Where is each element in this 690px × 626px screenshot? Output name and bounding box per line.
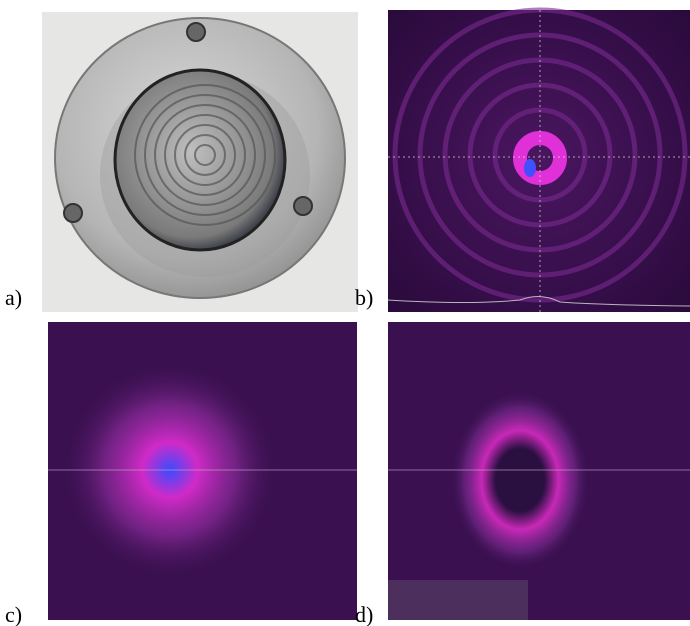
panel-label: b) — [355, 285, 373, 310]
panel-label: c) — [5, 602, 22, 626]
beam-profile-b — [388, 10, 690, 312]
panel-label: d) — [355, 602, 373, 626]
panel-label: a) — [5, 285, 22, 310]
beam-profile-c — [48, 322, 357, 620]
photo-panel — [42, 12, 358, 312]
figure: a) b) c) d) — [0, 0, 690, 626]
beam-profile-d — [388, 322, 690, 620]
